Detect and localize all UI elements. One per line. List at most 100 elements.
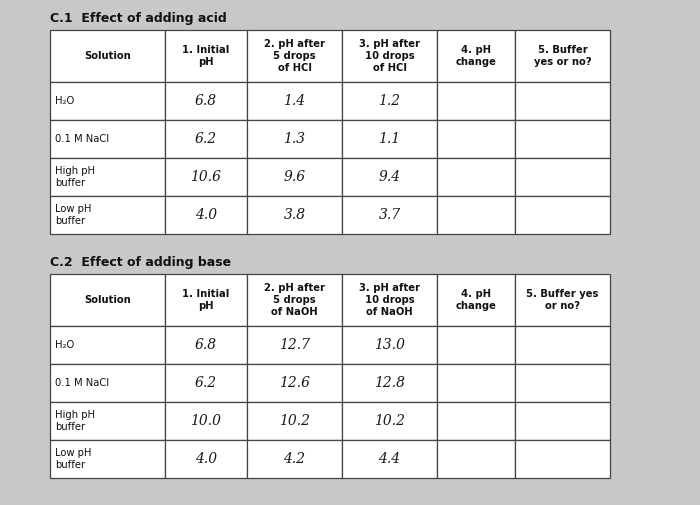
Text: 6.8: 6.8 <box>195 338 217 352</box>
Text: 9.4: 9.4 <box>379 170 400 184</box>
Bar <box>247 82 342 120</box>
Bar <box>437 82 515 120</box>
Bar <box>437 274 515 326</box>
Text: 1.4: 1.4 <box>284 94 306 108</box>
Text: C.1  Effect of adding acid: C.1 Effect of adding acid <box>50 12 227 25</box>
Bar <box>50 364 165 402</box>
Text: H₂O: H₂O <box>55 340 74 350</box>
Bar <box>50 120 165 158</box>
Bar <box>247 326 342 364</box>
Text: 1.2: 1.2 <box>379 94 400 108</box>
Bar <box>165 274 247 326</box>
Text: 3. pH after
10 drops
of HCl: 3. pH after 10 drops of HCl <box>359 38 420 73</box>
Bar <box>437 326 515 364</box>
Text: 1. Initial
pH: 1. Initial pH <box>183 45 230 67</box>
Bar <box>437 120 515 158</box>
Bar <box>165 402 247 440</box>
Bar <box>342 402 437 440</box>
Text: 10.0: 10.0 <box>190 414 221 428</box>
Text: Solution: Solution <box>84 51 131 61</box>
Text: 3. pH after
10 drops
of NaOH: 3. pH after 10 drops of NaOH <box>359 283 420 318</box>
Bar <box>342 158 437 196</box>
Bar <box>437 30 515 82</box>
Bar <box>515 364 610 402</box>
Bar <box>515 402 610 440</box>
Text: 4.4: 4.4 <box>379 452 400 466</box>
Text: 5. Buffer yes
or no?: 5. Buffer yes or no? <box>526 289 598 311</box>
Bar <box>50 326 165 364</box>
Bar <box>50 402 165 440</box>
Bar <box>515 440 610 478</box>
Bar <box>165 30 247 82</box>
Bar <box>50 158 165 196</box>
Bar <box>165 120 247 158</box>
Bar <box>247 364 342 402</box>
Text: Low pH
buffer: Low pH buffer <box>55 448 92 470</box>
Text: 10.6: 10.6 <box>190 170 221 184</box>
Bar <box>50 196 165 234</box>
Bar <box>342 440 437 478</box>
Text: 9.6: 9.6 <box>284 170 306 184</box>
Text: 4.0: 4.0 <box>195 452 217 466</box>
Bar <box>437 158 515 196</box>
Bar <box>515 120 610 158</box>
Bar <box>165 82 247 120</box>
Bar <box>165 440 247 478</box>
Bar <box>165 364 247 402</box>
Bar <box>342 82 437 120</box>
Bar <box>247 30 342 82</box>
Bar <box>515 158 610 196</box>
Bar <box>247 158 342 196</box>
Bar <box>515 274 610 326</box>
Text: 3.7: 3.7 <box>379 208 400 222</box>
Bar <box>342 120 437 158</box>
Text: 6.8: 6.8 <box>195 94 217 108</box>
Text: 4.2: 4.2 <box>284 452 306 466</box>
Bar <box>515 30 610 82</box>
Text: 1.3: 1.3 <box>284 132 306 146</box>
Text: H₂O: H₂O <box>55 96 74 106</box>
Text: 2. pH after
5 drops
of NaOH: 2. pH after 5 drops of NaOH <box>264 283 325 318</box>
Bar <box>342 196 437 234</box>
Text: 4. pH
change: 4. pH change <box>456 45 496 67</box>
Text: High pH
buffer: High pH buffer <box>55 166 95 188</box>
Bar <box>247 196 342 234</box>
Bar <box>342 364 437 402</box>
Bar <box>515 326 610 364</box>
Bar <box>437 402 515 440</box>
Bar <box>50 440 165 478</box>
Text: 5. Buffer
yes or no?: 5. Buffer yes or no? <box>533 45 592 67</box>
Bar <box>515 82 610 120</box>
Bar <box>165 326 247 364</box>
Bar <box>342 274 437 326</box>
Bar <box>50 274 165 326</box>
Bar <box>437 196 515 234</box>
Text: 6.2: 6.2 <box>195 376 217 390</box>
Text: 10.2: 10.2 <box>279 414 310 428</box>
Text: 0.1 M NaCl: 0.1 M NaCl <box>55 134 109 144</box>
Bar <box>165 196 247 234</box>
Text: Solution: Solution <box>84 295 131 305</box>
Bar <box>247 120 342 158</box>
Bar <box>342 326 437 364</box>
Text: 12.7: 12.7 <box>279 338 310 352</box>
Bar <box>342 30 437 82</box>
Bar <box>247 440 342 478</box>
Bar <box>247 402 342 440</box>
Text: C.2  Effect of adding base: C.2 Effect of adding base <box>50 256 231 269</box>
Text: 1. Initial
pH: 1. Initial pH <box>183 289 230 311</box>
Text: 12.6: 12.6 <box>279 376 310 390</box>
Bar <box>50 82 165 120</box>
Text: Low pH
buffer: Low pH buffer <box>55 204 92 226</box>
Bar <box>165 158 247 196</box>
Text: 0.1 M NaCl: 0.1 M NaCl <box>55 378 109 388</box>
Bar <box>437 364 515 402</box>
Text: 3.8: 3.8 <box>284 208 306 222</box>
Text: 1.1: 1.1 <box>379 132 400 146</box>
Bar <box>515 196 610 234</box>
Bar <box>437 440 515 478</box>
Text: 2. pH after
5 drops
of HCl: 2. pH after 5 drops of HCl <box>264 38 325 73</box>
Text: 4. pH
change: 4. pH change <box>456 289 496 311</box>
Text: 10.2: 10.2 <box>374 414 405 428</box>
Text: 13.0: 13.0 <box>374 338 405 352</box>
